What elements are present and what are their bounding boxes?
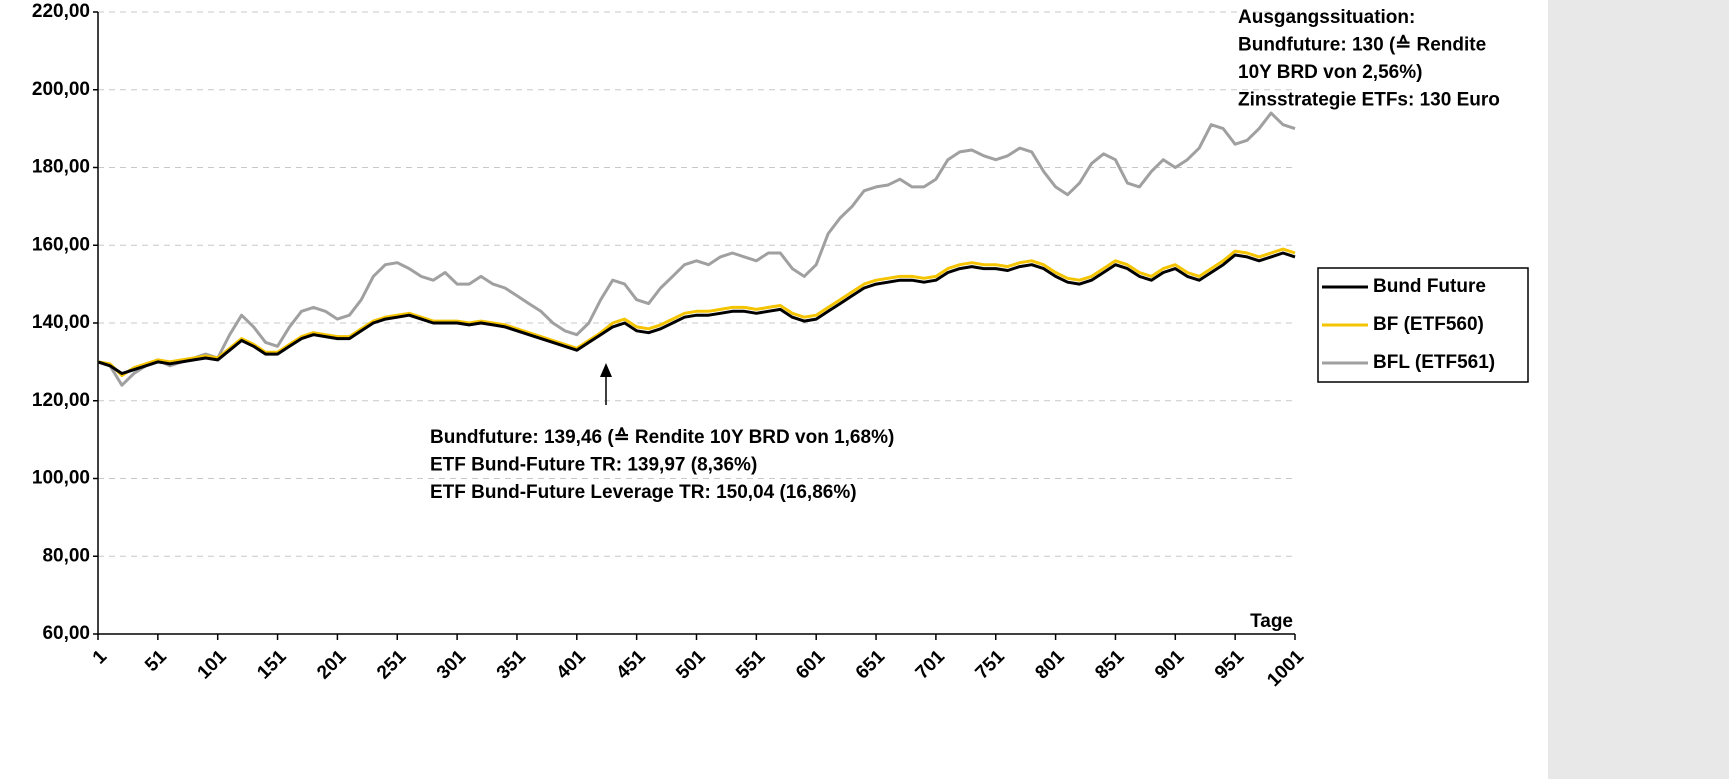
x-tick-label: 351 — [493, 646, 531, 684]
x-tick-label: 501 — [672, 646, 710, 684]
annotation: ETF Bund-Future TR: 139,97 (8,36%) — [430, 455, 757, 476]
y-tick-label: 200,00 — [32, 79, 90, 100]
x-tick-label: 301 — [433, 646, 471, 684]
x-tick-label: 151 — [253, 646, 291, 684]
y-tick-label: 160,00 — [32, 234, 90, 255]
series-line — [97, 111, 1296, 387]
annotation: Zinsstrategie ETFs: 130 Euro — [1238, 90, 1500, 111]
annotation: Ausgangssituation: — [1238, 7, 1415, 28]
x-tick-label: 601 — [792, 646, 830, 684]
x-tick-label: 751 — [972, 646, 1010, 684]
side-panel — [1548, 0, 1729, 779]
y-tick-label: 220,00 — [32, 1, 90, 22]
annotation: ETF Bund-Future Leverage TR: 150,04 (16,… — [430, 482, 857, 503]
legend-label: BFL (ETF561) — [1373, 352, 1495, 373]
x-tick-label: 251 — [373, 646, 411, 684]
x-tick-label: 51 — [141, 646, 171, 676]
x-tick-label: 1 — [89, 646, 112, 669]
x-tick-label: 851 — [1091, 646, 1129, 684]
x-tick-label: 551 — [732, 646, 770, 684]
series-line — [97, 251, 1296, 375]
x-tick-label: 951 — [1211, 646, 1249, 684]
x-tick-label: 651 — [852, 646, 890, 684]
annotation: 10Y BRD von 2,56%) — [1238, 62, 1422, 83]
x-tick-label: 201 — [313, 646, 351, 684]
y-tick-label: 180,00 — [32, 157, 90, 178]
annotation: Bundfuture: 130 (≙ Rendite — [1238, 35, 1486, 56]
plot: 60,00 80,00 100,00 120,00 140,00 160,00 180,00… — [32, 1, 1309, 691]
x-tick-label: 901 — [1151, 646, 1189, 684]
annotation: Bundfuture: 139,46 (≙ Rendite 10Y BRD vo… — [430, 427, 894, 448]
x-tick-label: 1001 — [1263, 646, 1308, 691]
y-tick-label: 60,00 — [42, 623, 90, 644]
legend-label: Bund Future — [1373, 276, 1486, 297]
x-tick-label: 451 — [612, 646, 650, 684]
x-tick-label: 701 — [912, 646, 950, 684]
x-tick-label: 401 — [553, 646, 591, 684]
legend-label: BF (ETF560) — [1373, 314, 1484, 335]
x-tick-label: 801 — [1031, 646, 1069, 684]
y-tick-label: 140,00 — [32, 312, 90, 333]
y-tick-label: 120,00 — [32, 390, 90, 411]
x-tick-label: 101 — [194, 646, 232, 684]
series-line — [97, 247, 1296, 377]
x-axis-label: Tage — [1250, 611, 1293, 632]
arrow-head — [600, 363, 612, 377]
y-tick-label: 100,00 — [32, 468, 90, 489]
y-tick-label: 80,00 — [42, 545, 90, 566]
